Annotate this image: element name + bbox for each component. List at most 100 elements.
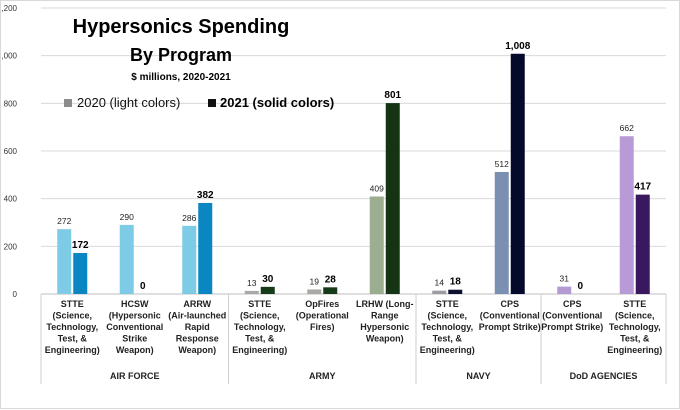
category-label: Test, & bbox=[620, 334, 650, 344]
data-label-2020: 409 bbox=[370, 184, 384, 194]
category-label: Range bbox=[371, 311, 399, 321]
bar-2021 bbox=[510, 53, 525, 295]
bar-2021 bbox=[385, 103, 400, 294]
category-label: (Conventional bbox=[542, 311, 602, 321]
category-label: Engineering) bbox=[420, 345, 475, 355]
bar-2020 bbox=[182, 225, 197, 294]
bar-2021 bbox=[635, 194, 650, 294]
category-label: Test, & bbox=[245, 334, 275, 344]
bar-2020 bbox=[307, 289, 322, 294]
y-tick-label: 1,000 bbox=[1, 52, 18, 61]
category-label: STTE bbox=[248, 299, 271, 309]
category-label: OpFires bbox=[305, 299, 339, 309]
y-tick-label: 200 bbox=[4, 242, 18, 251]
data-label-2021: 1,008 bbox=[505, 41, 530, 52]
category-label: STTE bbox=[436, 299, 459, 309]
data-label-2021: 172 bbox=[72, 240, 89, 251]
category-label: Strike bbox=[122, 334, 147, 344]
data-label-2020: 272 bbox=[57, 216, 71, 226]
category-label: Technology, bbox=[234, 322, 286, 332]
chart-subtitle-units: $ millions, 2020-2021 bbox=[131, 72, 231, 83]
y-tick-label: 600 bbox=[4, 147, 18, 156]
category-label: CPS bbox=[563, 299, 582, 309]
category-label: Response bbox=[176, 334, 219, 344]
category-label: Hypersonic bbox=[360, 322, 409, 332]
category-label: Engineering) bbox=[232, 345, 287, 355]
category-label: CPS bbox=[500, 299, 519, 309]
bar-2020 bbox=[432, 290, 447, 294]
data-label-2020: 512 bbox=[495, 159, 509, 169]
y-tick-label: 800 bbox=[4, 99, 18, 108]
data-label-2020: 19 bbox=[310, 276, 320, 286]
category-label: ARRW bbox=[183, 299, 211, 309]
category-label: (Air-launched bbox=[168, 311, 226, 321]
group-label: ARMY bbox=[309, 371, 336, 381]
category-label: Fires) bbox=[310, 322, 335, 332]
group-label: DoD AGENCIES bbox=[570, 371, 638, 381]
category-label: Prompt Strike) bbox=[479, 322, 541, 332]
bar-2021 bbox=[198, 202, 213, 294]
data-label-2021: 30 bbox=[262, 274, 274, 285]
data-label-2020: 31 bbox=[560, 274, 570, 284]
bar-2020 bbox=[119, 224, 134, 294]
category-label: (Science, bbox=[52, 311, 92, 321]
category-label: (Science, bbox=[427, 311, 467, 321]
y-tick-label: 0 bbox=[13, 290, 18, 299]
category-label: Conventional bbox=[106, 322, 163, 332]
data-label-2021: 0 bbox=[140, 281, 146, 292]
legend-label-2020: 2020 (light colors) bbox=[77, 95, 180, 110]
category-label: STTE bbox=[623, 299, 646, 309]
data-label-2020: 13 bbox=[247, 278, 257, 288]
category-label: (Science, bbox=[240, 311, 280, 321]
category-label: Technology, bbox=[46, 322, 98, 332]
data-label-2021: 18 bbox=[450, 277, 462, 288]
data-label-2021: 28 bbox=[325, 274, 337, 285]
category-label: LRHW (Long- bbox=[356, 299, 413, 309]
group-label: NAVY bbox=[466, 371, 490, 381]
category-label: (Science, bbox=[615, 311, 655, 321]
bar-2020 bbox=[57, 229, 72, 294]
bar-2020 bbox=[557, 286, 572, 294]
group-label: AIR FORCE bbox=[110, 371, 160, 381]
bar-2020 bbox=[619, 136, 634, 294]
chart-title: Hypersonics Spending bbox=[73, 16, 290, 38]
category-label: Weapon) bbox=[116, 345, 154, 355]
category-label: Rapid bbox=[185, 322, 210, 332]
legend-label-2021: 2021 (solid colors) bbox=[220, 95, 334, 110]
data-label-2021: 801 bbox=[384, 90, 401, 101]
legend-swatch-2021 bbox=[208, 99, 216, 107]
category-label: Test, & bbox=[58, 334, 88, 344]
data-label-2021: 0 bbox=[577, 281, 583, 292]
bar-2021 bbox=[448, 289, 463, 294]
category-label: (Conventional bbox=[480, 311, 540, 321]
category-label: Engineering) bbox=[607, 345, 662, 355]
legend-swatch-2020 bbox=[64, 99, 72, 107]
category-label: Technology, bbox=[609, 322, 661, 332]
bar-2021 bbox=[73, 253, 88, 294]
data-label-2020: 290 bbox=[120, 212, 134, 222]
category-label: HCSW bbox=[121, 299, 149, 309]
category-label: Prompt Strike) bbox=[541, 322, 603, 332]
data-label-2021: 382 bbox=[197, 190, 214, 201]
bar-2020 bbox=[494, 171, 509, 294]
data-label-2020: 286 bbox=[182, 213, 196, 223]
y-tick-label: 400 bbox=[4, 195, 18, 204]
data-label-2021: 417 bbox=[634, 182, 651, 193]
bar-2020 bbox=[369, 196, 384, 294]
category-label: Engineering) bbox=[45, 345, 100, 355]
category-label: (Operational bbox=[296, 311, 349, 321]
bar-2021 bbox=[260, 286, 275, 294]
category-label: Technology, bbox=[421, 322, 473, 332]
category-label: Weapon) bbox=[366, 334, 404, 344]
category-label: (Hypersonic bbox=[109, 311, 161, 321]
chart-subtitle: By Program bbox=[130, 45, 232, 65]
bar-2021 bbox=[323, 287, 338, 294]
category-label: STTE bbox=[61, 299, 84, 309]
category-label: Test, & bbox=[433, 334, 463, 344]
category-label: Weapon) bbox=[178, 345, 216, 355]
data-label-2020: 14 bbox=[435, 278, 445, 288]
data-label-2020: 662 bbox=[620, 123, 634, 133]
bar-2020 bbox=[244, 290, 259, 294]
